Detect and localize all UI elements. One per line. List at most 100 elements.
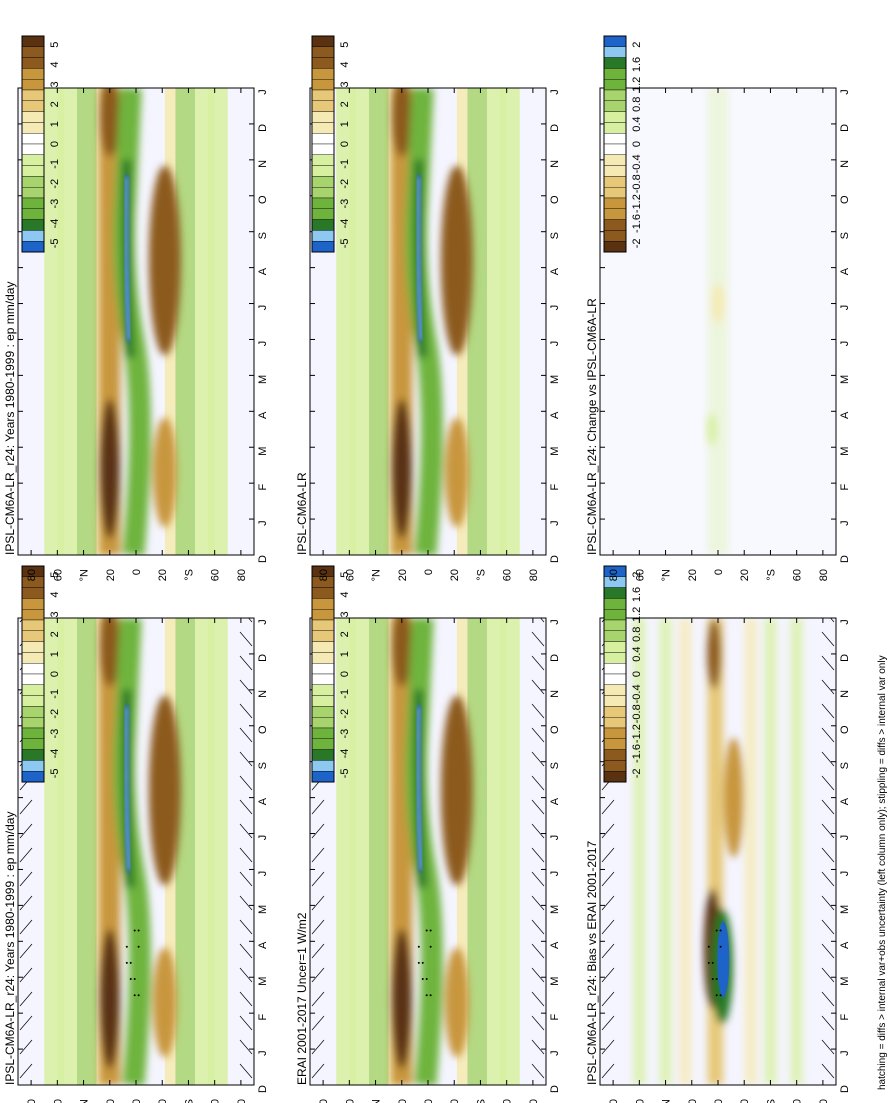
hatch-line <box>830 618 835 623</box>
colorbar-cell <box>21 46 45 58</box>
colorbar-cell <box>21 673 45 686</box>
blob <box>391 928 412 1069</box>
stipple-dot <box>129 961 132 964</box>
month-tick-label: O <box>839 195 851 204</box>
blob <box>717 921 730 998</box>
month-tick-label: D <box>549 654 561 662</box>
colorbar-cell <box>311 35 335 48</box>
hatch-line <box>311 919 325 935</box>
month-tick-label: M <box>839 977 851 986</box>
hatch-line <box>311 895 325 911</box>
lat-tick-label: 20 <box>739 1099 751 1103</box>
month-tick-label: O <box>257 725 269 734</box>
band <box>679 618 692 1085</box>
stipple-dot <box>425 929 428 932</box>
colorbar-cell <box>21 111 45 123</box>
colorbar-label: -2 <box>631 768 643 778</box>
hatch-line <box>821 703 835 719</box>
colorbar-label: 5 <box>49 42 61 48</box>
stippling <box>417 929 432 997</box>
colorbar-cell <box>603 738 627 750</box>
panel-field <box>600 88 836 555</box>
hatch-line <box>531 751 545 767</box>
colorbar-label: 1 <box>49 651 61 657</box>
month-tick-label: F <box>549 484 561 491</box>
colorbar-cell <box>21 68 45 80</box>
hatch-line <box>601 1063 615 1079</box>
colorbar-label: -3 <box>49 729 61 739</box>
hatch-line <box>311 799 325 815</box>
month-tick-label: J <box>549 341 561 347</box>
colorbar-label: 2 <box>49 101 61 107</box>
hatch-line <box>601 991 615 1007</box>
colorbar-frame <box>603 565 627 783</box>
panel-title: IPSL-CM6A-LR <box>295 472 309 555</box>
colorbar-cell <box>311 46 335 58</box>
month-tick-label: F <box>549 1014 561 1021</box>
lat-tick-label: °N <box>371 1099 383 1103</box>
month-tick-label: D <box>839 124 851 132</box>
colorbar-cell <box>603 176 627 188</box>
colorbar-cell <box>603 673 627 686</box>
hatch-line <box>821 655 835 671</box>
hatch-line <box>531 1039 545 1055</box>
hatch-line <box>532 584 544 598</box>
hatch-line <box>239 727 253 743</box>
field-sharp <box>122 704 133 873</box>
colorbar-cell <box>311 143 335 156</box>
itcz-contour <box>124 177 131 340</box>
colorbar-cell <box>311 122 335 134</box>
month-tick-label: O <box>549 195 561 204</box>
month-tick-label: J <box>839 341 851 347</box>
hatch-line <box>239 991 253 1007</box>
hatch-line <box>821 919 835 935</box>
lat-tick-label: 0 <box>713 1099 725 1103</box>
colorbar-cell <box>21 663 45 675</box>
colorbar-cell <box>311 727 335 740</box>
colorbar-cell <box>311 663 335 675</box>
colorbar-cell <box>311 598 335 610</box>
colorbar-label: -4 <box>49 749 61 759</box>
month-tick-label: M <box>839 447 851 456</box>
month-tick-label: N <box>549 690 561 698</box>
colorbar-label: -5 <box>339 768 351 778</box>
month-tick-label: D <box>257 1085 269 1093</box>
colorbar-cell <box>21 652 45 664</box>
colorbar-cell <box>21 78 45 91</box>
colorbar-cell <box>21 100 45 112</box>
itcz-contour <box>124 707 131 870</box>
blob <box>152 417 177 528</box>
stipple-dot <box>133 978 136 981</box>
colorbar-cell <box>311 68 335 80</box>
month-tick-label: D <box>839 555 851 563</box>
band <box>195 88 215 555</box>
hatch-line <box>531 919 545 935</box>
lat-tick-label: 60 <box>344 569 356 581</box>
colorbar: 2 1.6 1.2 0.8 0.4 0 -0.4-0.8-1.2-1.6 -2 <box>603 35 643 253</box>
blob <box>391 618 412 687</box>
month-tick-label: M <box>257 905 269 914</box>
month-tick-label: O <box>549 725 561 734</box>
colorbar-cell <box>21 760 45 772</box>
hatch-line <box>19 1063 33 1079</box>
band <box>467 88 487 555</box>
colorbar-label: 3 <box>339 611 351 617</box>
colorbar-cell <box>21 727 45 740</box>
month-tick-label: D <box>549 124 561 132</box>
colorbar-label: 1.6 <box>631 57 643 72</box>
colorbar-cell <box>21 695 45 707</box>
colorbar-cell <box>311 652 335 664</box>
hatch-line <box>821 895 835 911</box>
month-tick-label: F <box>839 1014 851 1021</box>
blob <box>152 947 177 1058</box>
hatch-line <box>239 1063 253 1079</box>
colorbar-cell <box>603 35 627 48</box>
colorbar-cell <box>311 641 335 653</box>
month-tick-label: M <box>257 375 269 384</box>
hatch-line <box>601 967 615 983</box>
colorbar-cell <box>21 122 45 134</box>
hatch-line <box>239 703 253 719</box>
colorbar-label: 5 <box>339 572 351 578</box>
month-tick-label: S <box>549 232 561 239</box>
